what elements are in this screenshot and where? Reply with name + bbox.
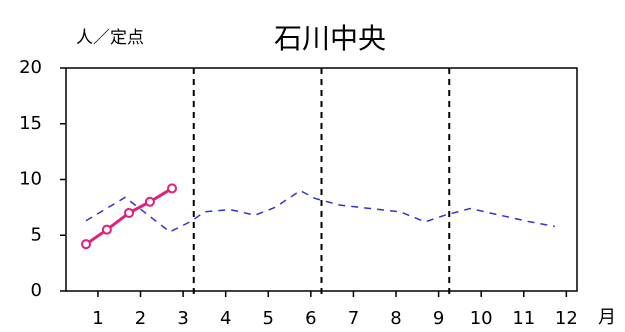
y-tick-label: 10 bbox=[19, 169, 42, 190]
x-tick-label: 7 bbox=[348, 308, 359, 329]
data-point bbox=[101, 224, 112, 235]
y-tick-label: 5 bbox=[31, 224, 42, 245]
y-tick-label: 0 bbox=[31, 280, 42, 301]
x-tick-label: 12 bbox=[555, 308, 578, 329]
x-tick-label: 5 bbox=[263, 308, 274, 329]
data-point bbox=[124, 207, 135, 218]
x-axis-label: 月 bbox=[598, 307, 616, 328]
x-tick-label: 4 bbox=[220, 308, 231, 329]
series-line bbox=[85, 189, 555, 233]
data-point bbox=[81, 239, 92, 250]
x-tick-label: 3 bbox=[177, 308, 188, 329]
x-tick-label: 9 bbox=[433, 308, 444, 329]
x-tick-label: 10 bbox=[470, 308, 493, 329]
x-tick-label: 11 bbox=[512, 308, 535, 329]
data-point bbox=[167, 183, 178, 194]
x-tick-label: 1 bbox=[92, 308, 103, 329]
chart-title: 石川中央 bbox=[274, 22, 386, 55]
x-tick-label: 6 bbox=[305, 308, 316, 329]
x-tick-label: 8 bbox=[390, 308, 401, 329]
y-tick-label: 20 bbox=[19, 57, 42, 78]
y-axis-label: 人／定点 bbox=[76, 28, 144, 48]
y-tick-label: 15 bbox=[19, 113, 42, 134]
data-point bbox=[144, 196, 155, 207]
x-tick-label: 2 bbox=[135, 308, 146, 329]
